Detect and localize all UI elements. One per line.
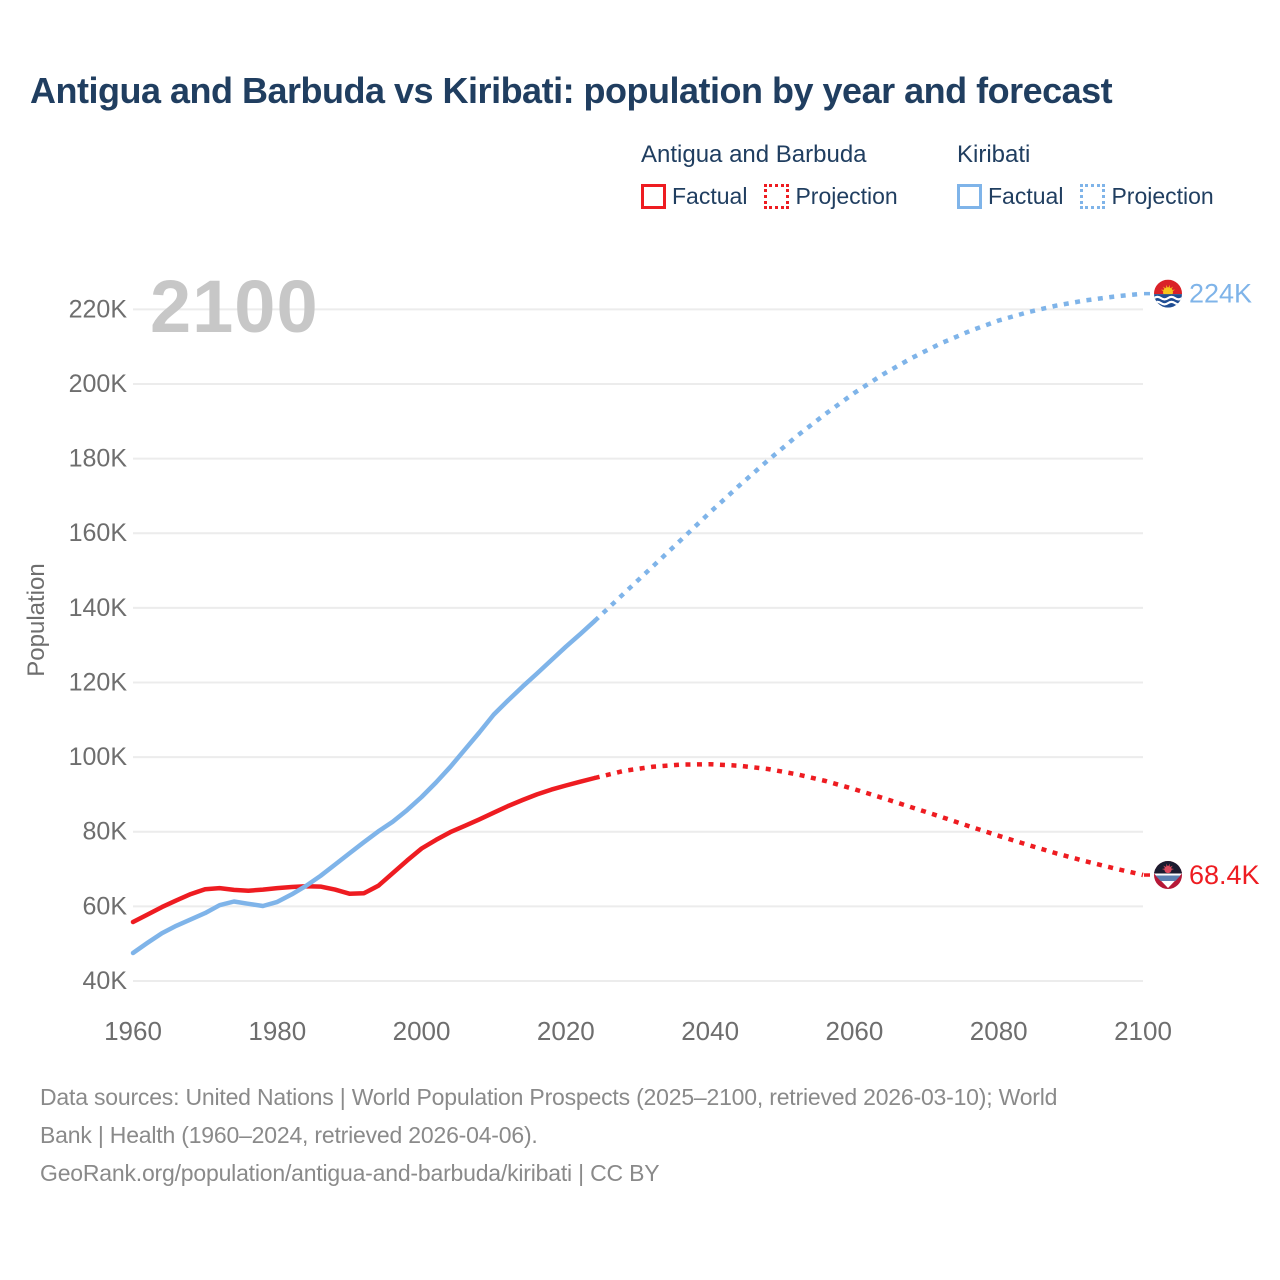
watermark-forecast-year: 2100	[150, 265, 319, 348]
end-value-label-antigua: 68.4K	[1189, 860, 1260, 890]
y-tick-220K: 220K	[69, 295, 128, 323]
series-line-antigua-and-barbuda-factual[interactable]	[130, 775, 597, 925]
x-tick-2060: 2060	[826, 1016, 884, 1046]
legend-item-kiribati-projection[interactable]: Projection	[1080, 183, 1214, 210]
legend-group-title: Kiribati	[957, 141, 1031, 168]
x-tick-1960: 1960	[104, 1016, 162, 1046]
legend-row: Factual Projection	[957, 183, 1214, 210]
y-tick-120K: 120K	[69, 668, 128, 696]
x-tick-2100: 2100	[1114, 1016, 1172, 1046]
legend-group-kiribati: Kiribati Factual Projection	[957, 141, 1214, 210]
georank-attribution-link[interactable]: GeoRank.org/population/antigua-and-barbu…	[40, 1160, 660, 1186]
y-tick-60K: 60K	[83, 892, 128, 920]
projection-dotted-swatch-icon	[1080, 184, 1106, 209]
legend-item-kiribati-factual[interactable]: Factual	[957, 183, 1063, 210]
x-tick-2000: 2000	[393, 1016, 451, 1046]
y-tick-40K: 40K	[83, 967, 128, 995]
legend-row: Factual Projection	[641, 183, 898, 210]
x-tick-2080: 2080	[970, 1016, 1028, 1046]
footer: Data sources: United Nations | World Pop…	[40, 1078, 1057, 1192]
y-tick-180K: 180K	[69, 445, 128, 473]
legend-item-label: Factual	[988, 183, 1064, 209]
y-tick-100K: 100K	[69, 743, 128, 771]
y-axis-title: Population	[23, 563, 50, 676]
series-line-kiribati-factual[interactable]	[130, 618, 597, 956]
x-tick-2020: 2020	[537, 1016, 595, 1046]
factual-solid-swatch-icon	[641, 184, 666, 209]
y-tick-200K: 200K	[69, 370, 128, 398]
legend-item-label: Factual	[672, 183, 748, 209]
y-tick-80K: 80K	[83, 818, 128, 846]
series-line-kiribati-projection[interactable]	[593, 291, 1144, 623]
end-value-label-kiribati: 224K	[1189, 279, 1252, 309]
legend-item-label: Projection	[795, 183, 898, 209]
y-tick-160K: 160K	[69, 519, 128, 547]
legend-item-antigua-projection[interactable]: Projection	[764, 183, 898, 210]
legend-group-title: Antigua and Barbuda	[641, 141, 867, 168]
data-sources-line-1: Data sources: United Nations | World Pop…	[40, 1084, 1058, 1110]
x-tick-1980: 1980	[248, 1016, 306, 1046]
projection-dotted-swatch-icon	[764, 184, 790, 209]
chart-title: Antigua and Barbuda vs Kiribati: populat…	[30, 70, 1113, 111]
series-line-antigua-and-barbuda-projection[interactable]	[594, 761, 1144, 878]
y-tick-140K: 140K	[69, 594, 128, 622]
legend-item-antigua-factual[interactable]: Factual	[641, 183, 747, 210]
data-sources-line-2: Bank | Health (1960–2024, retrieved 2026…	[40, 1122, 538, 1148]
legend-item-label: Projection	[1111, 183, 1214, 209]
antigua-flag-icon	[1154, 861, 1182, 890]
x-tick-2040: 2040	[681, 1016, 739, 1046]
factual-solid-swatch-icon	[957, 184, 982, 209]
kiribati-flag-icon	[1154, 279, 1182, 308]
legend-group-antigua-and-barbuda: Antigua and Barbuda Factual Projection	[641, 141, 898, 210]
